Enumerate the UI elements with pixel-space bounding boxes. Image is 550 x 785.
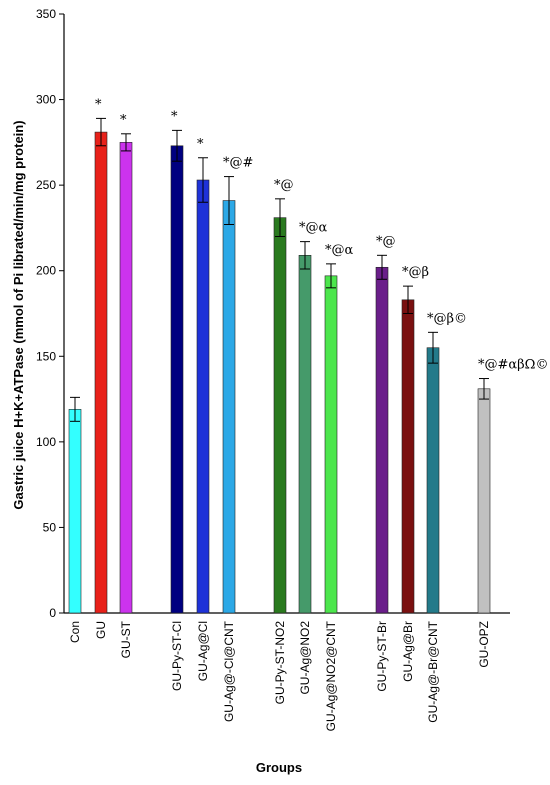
y-axis-title: Gastric juice H+K+ATPase (mmol of Pi lib… [11, 120, 26, 509]
chart-bars [68, 131, 491, 614]
x-category-label: GU-Ag@Cl [196, 621, 210, 681]
y-tick-label: 0 [49, 606, 56, 620]
significance-label: *@β [402, 265, 429, 280]
bar [324, 275, 338, 614]
x-category-label: GU-Py-ST-Br [375, 621, 389, 692]
x-axis-category-labels: Con GU GU-ST GU-Py-ST-Cl GU-Ag@Cl GU-Ag@-Cl@C… [68, 620, 491, 731]
x-category-label: GU-Ag@Br [401, 621, 415, 682]
significance-label: *@ [376, 234, 396, 249]
y-tick-label: 150 [36, 349, 56, 363]
significance-label: *@α [325, 243, 354, 258]
significance-annotations: * * * * *@# *@ *@α *@α *@ *@β *@β© *@#αβΩ© [95, 97, 548, 372]
y-axis-ticks: 0 50 100 150 200 250 300 350 [36, 7, 64, 620]
significance-label: *@# [223, 156, 253, 171]
bar [119, 142, 133, 614]
significance-label: * [171, 109, 178, 124]
bar [273, 217, 287, 614]
significance-label: * [120, 113, 127, 128]
y-tick-label: 350 [36, 7, 56, 21]
y-tick-label: 250 [36, 178, 56, 192]
bar [196, 179, 210, 614]
x-category-label: GU-Ag@NO2@CNT [324, 620, 338, 731]
significance-label: * [197, 137, 204, 152]
bar [68, 409, 82, 614]
x-category-label: GU-Ag@NO2 [298, 621, 312, 695]
bar [477, 388, 491, 614]
y-tick-label: 200 [36, 264, 56, 278]
significance-label: *@ [274, 178, 294, 193]
significance-label: *@#αβΩ© [478, 358, 548, 373]
bar [375, 266, 389, 614]
significance-label: * [95, 97, 102, 112]
bar [222, 200, 236, 614]
x-category-label: GU-ST [119, 620, 133, 658]
x-category-label: GU-Py-ST-NO2 [273, 621, 287, 705]
bar [401, 299, 415, 614]
bar [298, 255, 312, 614]
y-tick-label: 100 [36, 435, 56, 449]
y-tick-label: 50 [43, 520, 57, 534]
y-tick-label: 300 [36, 93, 56, 107]
x-category-label: GU-Ag@-Br@CNT [426, 620, 440, 722]
bar [426, 347, 440, 614]
significance-label: *@α [299, 221, 328, 236]
bar [170, 145, 184, 614]
x-category-label: GU-OPZ [477, 621, 491, 668]
x-category-label: GU [94, 621, 108, 639]
bar [94, 131, 108, 614]
significance-label: *@β© [427, 311, 467, 326]
x-axis-title: Groups [256, 760, 302, 775]
x-category-label: GU-Ag@-Cl@CNT [222, 620, 236, 722]
x-category-label: GU-Py-ST-Cl [170, 621, 184, 691]
error-bars [70, 117, 489, 422]
x-category-label: Con [68, 621, 82, 643]
